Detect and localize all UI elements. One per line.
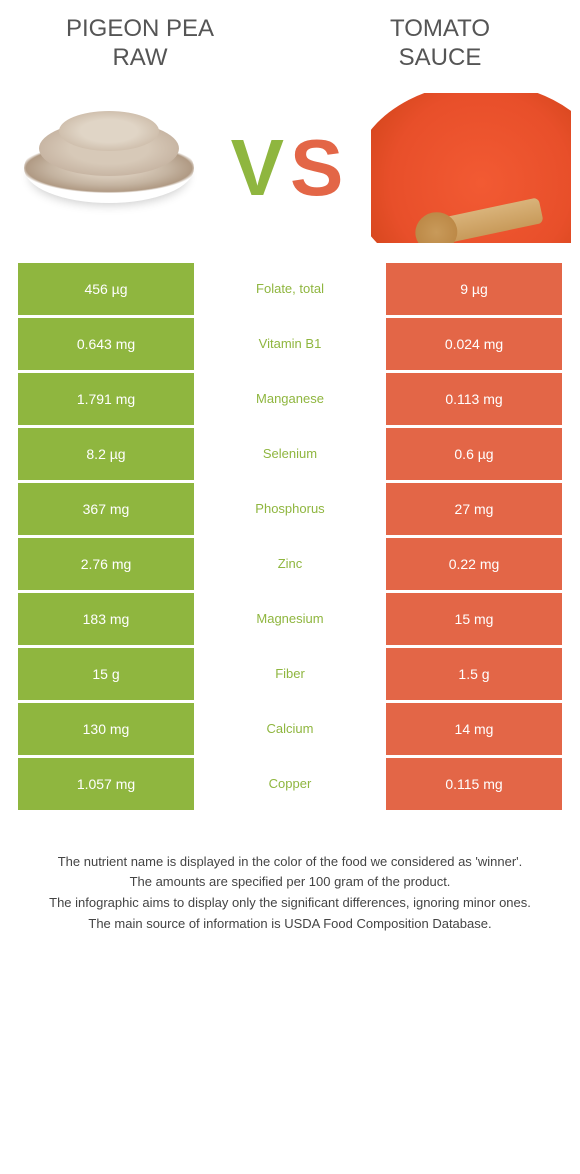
table-row: 15 gFiber1.5 g xyxy=(18,648,562,700)
nutrient-label: Zinc xyxy=(194,538,386,590)
nutrient-label: Selenium xyxy=(194,428,386,480)
title-left: PIGEON PEA RAW xyxy=(40,15,240,73)
value-left: 0.643 mg xyxy=(18,318,194,370)
value-left: 1.791 mg xyxy=(18,373,194,425)
value-right: 14 mg xyxy=(386,703,562,755)
value-right: 1.5 g xyxy=(386,648,562,700)
nutrient-table: 456 µgFolate, total9 µg0.643 mgVitamin B… xyxy=(0,263,580,810)
nutrient-label: Manganese xyxy=(194,373,386,425)
value-left: 183 mg xyxy=(18,593,194,645)
pigeon-pea-illustration xyxy=(24,133,194,203)
nutrient-label: Copper xyxy=(194,758,386,810)
nutrient-label: Fiber xyxy=(194,648,386,700)
nutrient-label: Vitamin B1 xyxy=(194,318,386,370)
table-row: 183 mgMagnesium15 mg xyxy=(18,593,562,645)
footnote-line: The main source of information is USDA F… xyxy=(30,915,550,934)
footnotes: The nutrient name is displayed in the co… xyxy=(0,813,580,934)
value-left: 2.76 mg xyxy=(18,538,194,590)
tomato-sauce-illustration xyxy=(371,93,571,243)
hero-row: V S xyxy=(0,83,580,263)
nutrient-label: Magnesium xyxy=(194,593,386,645)
footnote-line: The infographic aims to display only the… xyxy=(30,894,550,913)
table-row: 1.791 mgManganese0.113 mg xyxy=(18,373,562,425)
value-right: 0.115 mg xyxy=(386,758,562,810)
value-left: 15 g xyxy=(18,648,194,700)
value-right: 0.6 µg xyxy=(386,428,562,480)
value-left: 456 µg xyxy=(18,263,194,315)
footnote-line: The amounts are specified per 100 gram o… xyxy=(30,873,550,892)
table-row: 8.2 µgSelenium0.6 µg xyxy=(18,428,562,480)
table-row: 367 mgPhosphorus27 mg xyxy=(18,483,562,535)
vs-label: V S xyxy=(231,122,350,214)
footnote-line: The nutrient name is displayed in the co… xyxy=(30,853,550,872)
value-left: 367 mg xyxy=(18,483,194,535)
value-left: 1.057 mg xyxy=(18,758,194,810)
value-right: 27 mg xyxy=(386,483,562,535)
table-row: 2.76 mgZinc0.22 mg xyxy=(18,538,562,590)
nutrient-label: Calcium xyxy=(194,703,386,755)
title-right: TOMATO SAUCE xyxy=(340,15,540,73)
nutrient-label: Phosphorus xyxy=(194,483,386,535)
nutrient-label: Folate, total xyxy=(194,263,386,315)
value-left: 8.2 µg xyxy=(18,428,194,480)
food-image-left xyxy=(4,93,214,243)
value-right: 0.22 mg xyxy=(386,538,562,590)
titles-row: PIGEON PEA RAW TOMATO SAUCE xyxy=(0,0,580,83)
food-image-right xyxy=(366,93,576,243)
vs-s: S xyxy=(290,122,349,214)
value-right: 0.024 mg xyxy=(386,318,562,370)
value-left: 130 mg xyxy=(18,703,194,755)
vs-v: V xyxy=(231,122,290,214)
table-row: 0.643 mgVitamin B10.024 mg xyxy=(18,318,562,370)
table-row: 1.057 mgCopper0.115 mg xyxy=(18,758,562,810)
value-right: 9 µg xyxy=(386,263,562,315)
table-row: 130 mgCalcium14 mg xyxy=(18,703,562,755)
value-right: 0.113 mg xyxy=(386,373,562,425)
value-right: 15 mg xyxy=(386,593,562,645)
table-row: 456 µgFolate, total9 µg xyxy=(18,263,562,315)
